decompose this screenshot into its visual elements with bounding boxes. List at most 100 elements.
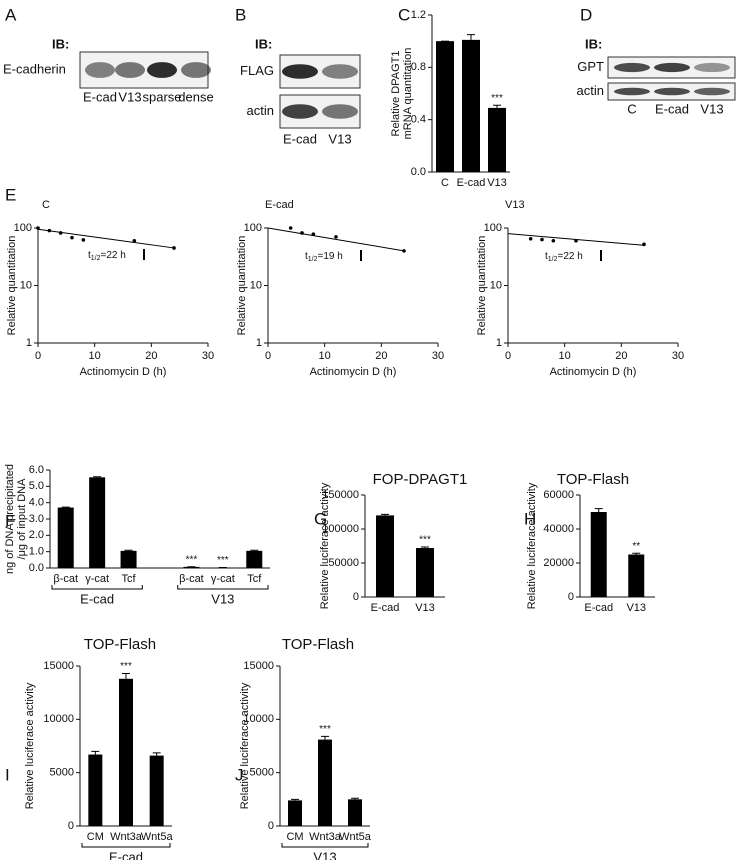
chart-title: TOP-Flash — [557, 471, 629, 488]
x-tick-label: 30 — [432, 350, 444, 362]
significance: ** — [632, 541, 640, 552]
ib-label: IB: — [255, 36, 272, 51]
half-life: t1/2=22 h — [88, 250, 126, 262]
half-life: t1/2=22 h — [545, 251, 583, 263]
y-tick-label: 0 — [68, 820, 74, 832]
x-tick-label: Wnt5a — [339, 831, 372, 843]
chart-title: V13 — [505, 199, 525, 211]
panel-label: C — [398, 5, 410, 24]
half-life-sub: 1/2 — [308, 256, 318, 263]
half-life-text: =22 h — [101, 250, 126, 261]
bar — [120, 550, 137, 568]
half-life-t: t — [545, 251, 548, 262]
x-tick-label: γ-cat — [211, 573, 235, 585]
y-tick-label: 100 — [484, 222, 502, 234]
band — [282, 64, 318, 79]
significance: *** — [319, 724, 331, 735]
error-bar — [91, 750, 100, 755]
bar — [462, 39, 480, 172]
y-axis-label: Relative luciferace activity — [526, 482, 538, 609]
blot-row-label: E-cadherin — [3, 61, 66, 76]
y-tick-label: 0.4 — [411, 114, 426, 126]
half-life-t: t — [305, 251, 308, 262]
x-tick-label: Wnt3a — [110, 831, 143, 843]
error-bar — [122, 672, 130, 679]
x-tick-label: 0 — [505, 350, 511, 362]
bar — [89, 477, 106, 568]
y-tick-label: 1 — [496, 337, 502, 349]
error-bar — [421, 546, 429, 549]
point — [642, 242, 646, 247]
band — [654, 87, 690, 96]
x-tick-label: 0 — [35, 350, 41, 362]
band — [85, 62, 115, 78]
panel-label: B — [235, 5, 246, 24]
band — [614, 62, 650, 73]
point — [551, 238, 556, 243]
lane-label: E-cad — [283, 131, 317, 146]
x-tick-label: 10 — [559, 350, 571, 362]
half-life-bar — [600, 250, 602, 261]
chart-title: TOP-Flash — [282, 636, 354, 653]
group-label: E-cad — [80, 591, 114, 606]
lane-label: V13 — [118, 89, 141, 104]
y-tick-label: 40000 — [543, 523, 574, 535]
x-tick-label: Wnt3a — [309, 831, 342, 843]
blot-row-label: GPT — [577, 59, 604, 74]
blot-row-label: actin — [577, 83, 604, 98]
significance: *** — [186, 554, 198, 565]
x-tick-label: γ-cat — [85, 573, 109, 585]
point — [528, 236, 533, 241]
bar — [436, 41, 454, 172]
y-tick-label: 50000 — [328, 557, 359, 569]
half-life-text: =19 h — [318, 251, 343, 262]
error-bar — [321, 735, 329, 740]
y-tick-label: 15000 — [243, 660, 274, 672]
half-life-sub: 1/2 — [91, 255, 101, 262]
point — [540, 237, 544, 242]
chart-title: FOP-DPAGT1 — [373, 471, 468, 488]
group-bracket — [281, 843, 369, 848]
x-tick-label: 10 — [89, 350, 101, 362]
bar — [57, 507, 74, 568]
y-tick-label: 60000 — [543, 489, 574, 501]
y-tick-label: 0.0 — [411, 166, 426, 178]
x-tick-label: E-cad — [457, 177, 486, 189]
x-tick-label: E-cad — [371, 602, 400, 614]
significance: *** — [491, 93, 503, 104]
half-life-bar — [143, 249, 145, 260]
y-tick-label: 1 — [26, 337, 32, 349]
y-tick-label: 10 — [490, 279, 502, 291]
x-axis-label: Actinomycin D (h) — [550, 366, 637, 378]
fit-line — [37, 228, 175, 249]
x-tick-label: 30 — [202, 350, 214, 362]
y-axis-label: Relative luciferace activity — [239, 682, 251, 809]
y-tick-label: 1.0 — [29, 546, 44, 558]
y-tick-label: 5.0 — [29, 480, 44, 492]
y-tick-label: 6.0 — [29, 464, 44, 476]
group-label: E-cad — [109, 849, 143, 860]
y-tick-label: 5000 — [250, 767, 274, 779]
band — [322, 64, 358, 79]
x-tick-label: V13 — [415, 602, 435, 614]
lane-label: V13 — [700, 101, 723, 116]
panel-label: J — [235, 765, 244, 784]
chart-title: TOP-Flash — [84, 636, 156, 653]
point — [81, 238, 86, 242]
y-axis-label: Relative luciferace activity — [319, 482, 331, 609]
bar — [376, 515, 394, 597]
half-life-sub: 1/2 — [548, 256, 558, 263]
point — [402, 249, 406, 253]
point — [311, 232, 316, 237]
error-bar — [493, 104, 501, 108]
error-bar — [632, 552, 641, 555]
y-tick-label: 1 — [256, 337, 262, 349]
point — [300, 231, 304, 235]
band — [694, 62, 730, 73]
error-bar — [594, 508, 603, 512]
half-life-t: t — [88, 250, 91, 261]
panel-label: D — [580, 5, 592, 24]
y-axis-label: Relative quantitation — [6, 236, 18, 336]
y-tick-label: 0.0 — [29, 562, 44, 574]
